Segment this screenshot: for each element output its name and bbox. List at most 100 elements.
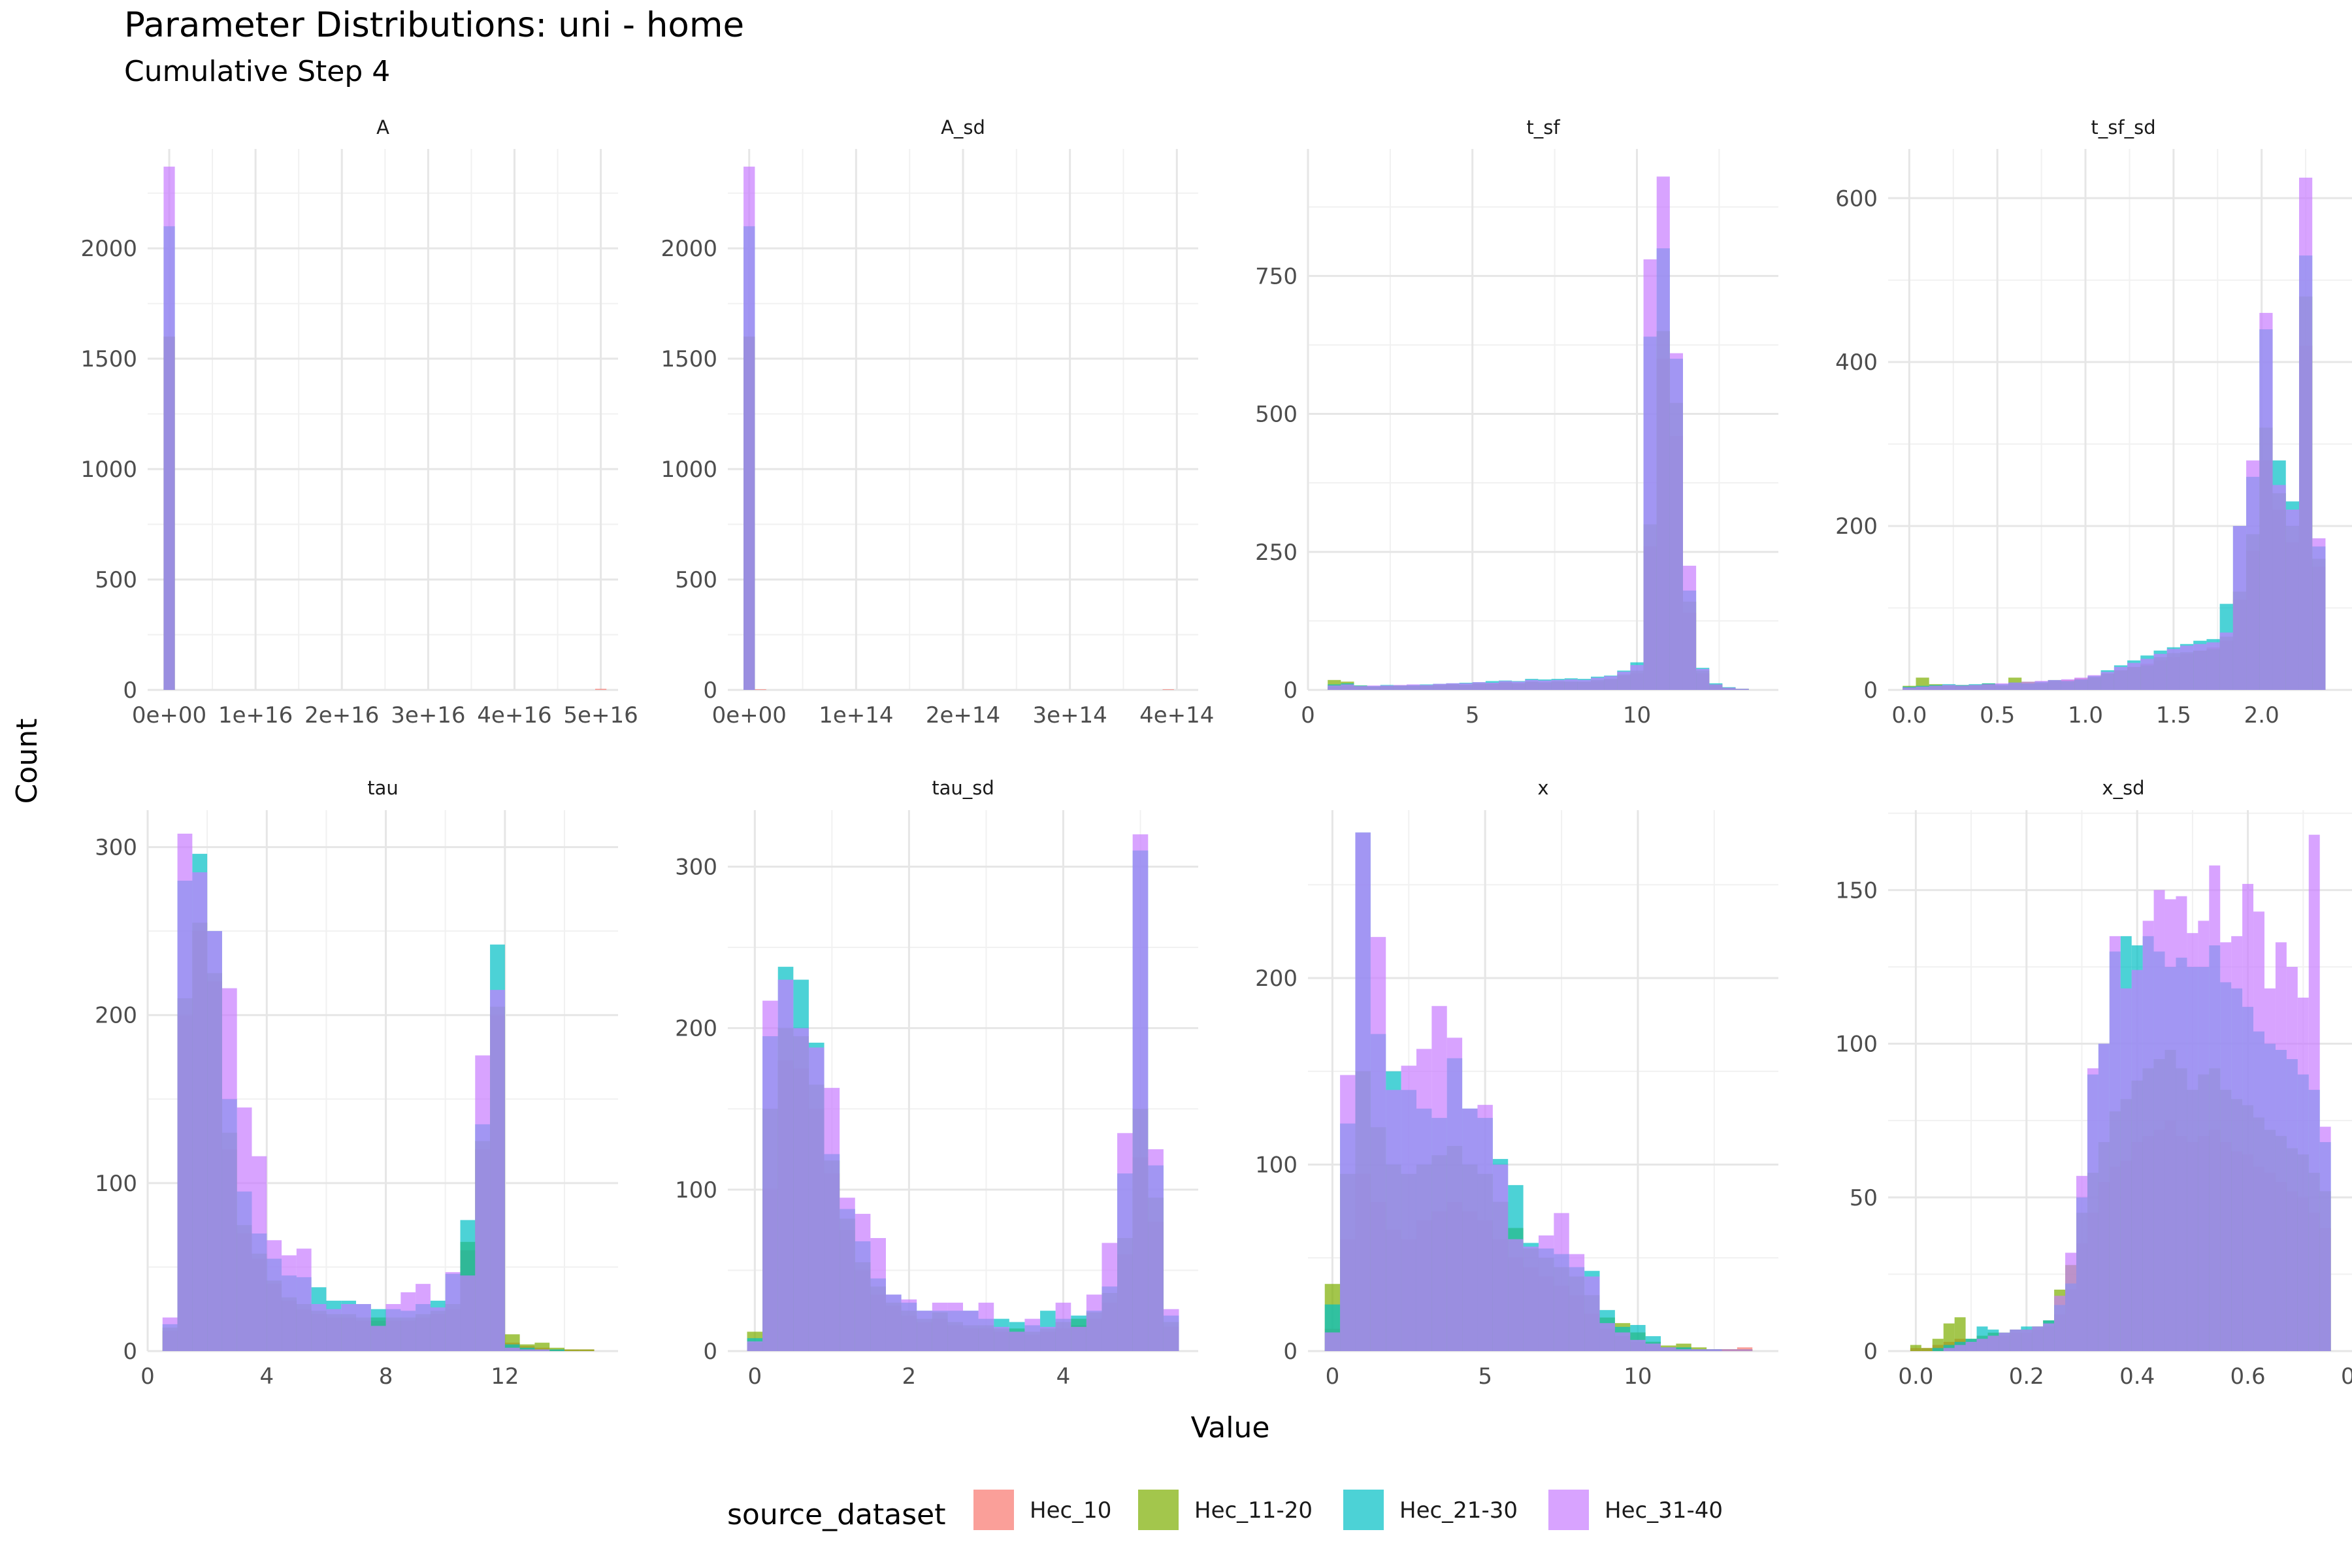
histogram-bar: [1462, 1108, 1478, 1351]
histogram-bar: [2153, 890, 2165, 1351]
histogram-bar: [1386, 1090, 1401, 1351]
legend-item-hec-10: Hec_10: [973, 1490, 1111, 1530]
histogram-bar: [1086, 1294, 1102, 1351]
y-tick-label: 500: [675, 567, 717, 593]
histogram-bar: [1617, 672, 1631, 690]
facet-panels: A0e+00 1e+16 2e+16 3e+16 4e+16 5e+16050010001…: [80, 116, 2352, 1390]
y-tick-label: 0: [1283, 1339, 1298, 1365]
histogram-bar: [1669, 353, 1683, 690]
y-tick-label: 2000: [661, 236, 717, 262]
facet-label-a: A: [376, 116, 389, 139]
histogram-bar: [1538, 1235, 1554, 1351]
panel-x-sd: x_sd 0.0 0.2 0.4 0.6 0.8 0 50 100 150: [1835, 777, 2352, 1390]
histogram-bar: [2198, 921, 2210, 1351]
histogram-bar: [1163, 1309, 1179, 1351]
histogram-bar: [2142, 921, 2154, 1351]
histogram-bar: [1569, 1254, 1585, 1351]
histogram-bar: [1976, 1339, 1988, 1351]
histogram-bar: [1525, 679, 1539, 690]
histogram-bar: [1433, 683, 1446, 690]
histogram-bar: [1943, 1323, 1955, 1351]
histogram-bar: [1508, 1239, 1524, 1351]
histogram-bar: [2074, 678, 2088, 690]
y-tick-label: 400: [1835, 350, 1878, 376]
legend-key: [1548, 1490, 1589, 1530]
y-tick-label: 0: [1863, 1339, 1878, 1365]
histogram-bar: [2098, 1043, 2110, 1351]
x-tick-label: 0e+00: [132, 702, 206, 728]
histogram-bar: [2100, 672, 2114, 690]
histogram-bar: [1393, 685, 1407, 690]
histogram-bar: [370, 1326, 386, 1351]
histogram-bar: [1117, 1133, 1133, 1351]
histogram-bar: [1954, 1345, 1966, 1351]
series-hec-31-40: [1328, 176, 1749, 691]
histogram-bar: [1024, 1318, 1041, 1351]
x-tick-label: 0.6: [2230, 1364, 2266, 1390]
histogram-bar: [1696, 668, 1710, 690]
panel-tau: tau 0 4 8 12 0 100 200 300: [95, 777, 618, 1390]
histogram-bar: [755, 689, 766, 690]
histogram-bar: [1477, 1105, 1493, 1351]
y-tick-label: 0: [1863, 678, 1878, 704]
x-tick-label: 2: [902, 1364, 917, 1390]
x-tick-label: 10: [1623, 702, 1651, 728]
legend-label: Hec_10: [1030, 1497, 1111, 1524]
histogram-bar: [2319, 1126, 2331, 1351]
x-tick-label: 4: [259, 1364, 274, 1390]
panel-a: A 0e+00 1e+16 2e+16 3e+16 4e+16 5e+16 0 500 1000 1…: [80, 116, 638, 728]
histogram-bar: [1401, 1066, 1416, 1351]
facet-label-t-sf: t_sf: [1526, 116, 1560, 139]
histogram-bar: [311, 1304, 327, 1351]
histogram-bar: [2153, 653, 2167, 690]
histogram-bar: [2264, 988, 2276, 1351]
histogram-bar: [2164, 899, 2176, 1351]
facet-label-t-sf-sd: t_sf_sd: [2091, 116, 2155, 139]
histogram-bar: [1040, 1326, 1056, 1351]
histogram-bar: [1955, 685, 1969, 690]
y-tick-label: 100: [95, 1171, 137, 1197]
histogram-bar: [1987, 1335, 1999, 1351]
histogram-bar: [978, 1302, 994, 1351]
histogram-bar: [519, 1349, 535, 1351]
y-tick-label: 1000: [80, 457, 137, 483]
x-tick-label: 3e+14: [1032, 702, 1107, 728]
y-tick-label: 50: [1850, 1185, 1878, 1211]
histogram-bar: [2275, 942, 2287, 1351]
histogram-bar: [1982, 684, 1995, 690]
histogram-bar: [326, 1309, 342, 1351]
histogram-bar: [1691, 1349, 1707, 1351]
histogram-bar: [2054, 1296, 2066, 1351]
series-hec-10: [743, 336, 1174, 690]
histogram-bar: [564, 1349, 580, 1351]
y-tick-label: 100: [1255, 1152, 1298, 1178]
histogram-bar: [1328, 685, 1341, 690]
x-tick-label: 2e+16: [304, 702, 379, 728]
series-hec-31-40: [743, 167, 755, 690]
histogram-bar: [1965, 1341, 1977, 1351]
histogram-bar: [1682, 565, 1697, 690]
histogram-bar: [747, 1341, 763, 1351]
histogram-bar: [1009, 1331, 1025, 1351]
panel-t-sf: t_sf 0 5 10 0 250 500 750: [1255, 116, 1778, 728]
histogram-bar: [2297, 997, 2309, 1351]
histogram-bar: [1416, 1049, 1432, 1351]
histogram-bar: [400, 1292, 416, 1351]
series-hec-31-40: [163, 167, 175, 690]
histogram-bar: [1551, 679, 1565, 690]
y-tick-label: 600: [1835, 186, 1878, 212]
histogram-bar: [1102, 1243, 1118, 1351]
legend-item-hec-11-20: Hec_11-20: [1138, 1490, 1313, 1530]
y-tick-label: 0: [123, 1339, 137, 1365]
y-tick-label: 1000: [661, 457, 717, 483]
x-tick-label: 0.2: [2009, 1364, 2044, 1390]
x-tick-label: 0: [747, 1364, 762, 1390]
histogram-bar: [1707, 1349, 1722, 1351]
histogram-bar: [1929, 685, 1942, 690]
y-tick-label: 0: [703, 678, 717, 704]
panel-tau-sd: tau_sd 0 2 4 0 100 200 300: [675, 777, 1198, 1390]
y-tick-label: 150: [1835, 877, 1878, 904]
histogram-bar: [2114, 666, 2128, 690]
x-tick-label: 0: [140, 1364, 155, 1390]
